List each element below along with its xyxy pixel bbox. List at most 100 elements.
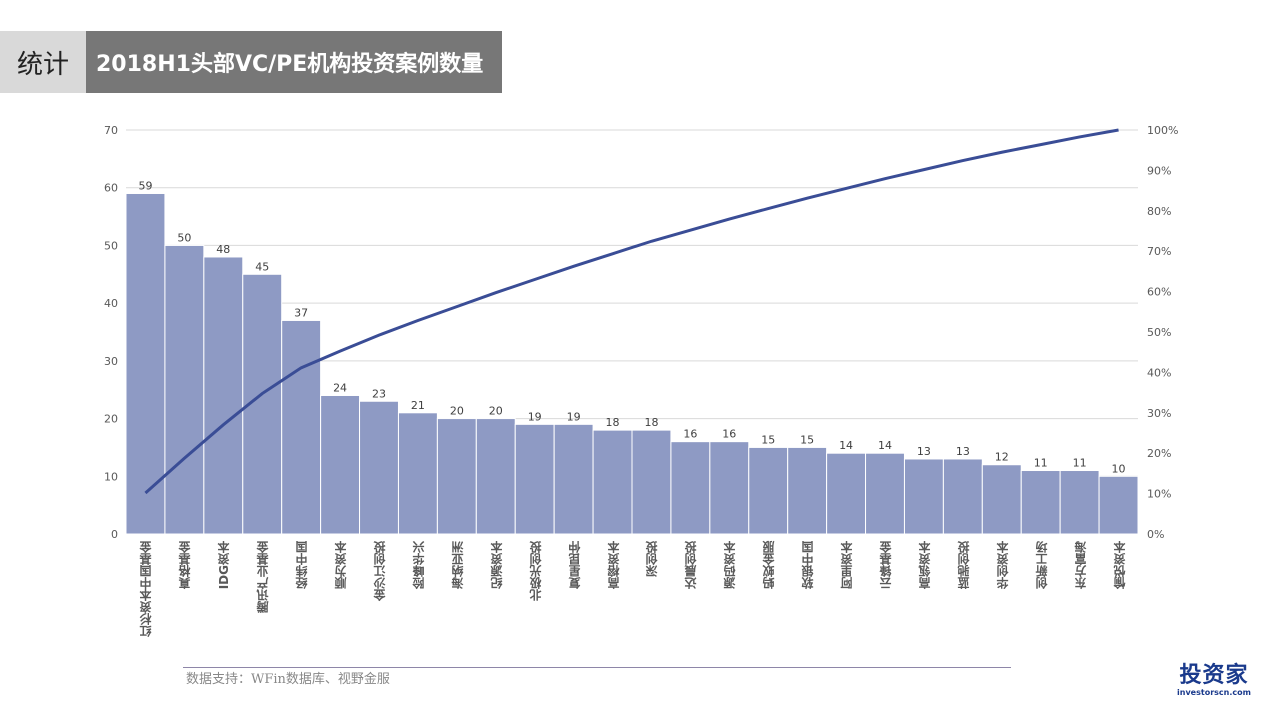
x-tick-label: 源码资本 [723,541,738,589]
section-label: 统计 [0,31,86,93]
x-tick-label: 红杉资本中国基金 [139,541,154,637]
cumulative-line [144,128,1119,495]
y-tick-label: 40 [104,297,118,310]
data-label: 19 [528,410,542,423]
data-label: 16 [683,428,697,441]
y2-tick-label: 10% [1147,488,1171,501]
y2-tick-label: 80% [1147,205,1171,218]
bar [359,400,399,535]
data-label: 20 [489,405,503,418]
data-label: 14 [878,439,892,452]
bar [281,319,322,535]
data-label: 15 [761,433,775,446]
bar [164,244,205,535]
bar [865,452,905,535]
data-label: 23 [372,387,386,400]
bar [1059,470,1100,535]
bar [592,429,633,535]
y2-tick-label: 0% [1147,528,1164,541]
y2-tick-label: 90% [1147,164,1171,177]
data-label: 24 [333,381,347,394]
bar [903,458,944,535]
bar [748,446,789,535]
bar [942,458,983,535]
data-label: 21 [411,399,425,412]
bar [1098,475,1139,535]
bar [787,446,828,535]
logo-url: investorscn.com [1177,688,1251,697]
bar [826,452,867,535]
y-tick-label: 10 [104,470,118,483]
bar [320,394,361,535]
x-tick-label: 愉悦资本 [1112,541,1127,589]
bar [397,412,438,535]
bar [125,192,166,535]
x-tick-label: 真格基金 [178,541,193,589]
x-tick-label: 纪源资本 [489,541,504,589]
bar [670,441,711,535]
x-tick-label: 高榕资本 [606,541,621,589]
bar [436,418,477,535]
y-tick-label: 20 [104,413,118,426]
y-tick-label: 30 [104,355,118,368]
x-tick-label: 腾讯产业基金 [256,541,271,613]
x-tick-label: 蚂蚁金服 [762,541,777,589]
x-tick-label: 云锋基金 [879,541,893,589]
data-label: 48 [216,243,230,256]
data-label: 11 [1073,457,1087,470]
data-label: 18 [606,416,620,429]
x-tick-label: 蓝驰创投 [956,541,971,589]
y2-tick-label: 70% [1147,245,1171,258]
bar [475,418,516,535]
data-label: 13 [917,445,931,458]
bar [514,423,555,535]
data-label: 11 [1034,457,1048,470]
y-tick-label: 60 [104,182,118,195]
logo: 投资家 investorscn.com [1172,663,1256,698]
data-label: 16 [722,428,736,441]
y2-tick-label: 60% [1147,286,1171,299]
data-label: 50 [177,231,191,244]
y2-tick-label: 20% [1147,447,1171,460]
data-label: 14 [839,439,853,452]
logo-text: 投资家 [1179,663,1249,688]
x-tick-label: 险峰华兴 [411,541,426,589]
y2-tick-label: 100% [1147,124,1178,137]
x-tick-label: 金沙江创投 [373,541,387,601]
data-label: 15 [800,433,814,446]
x-tick-label: IDG资本 [217,541,232,590]
x-tick-label: 达晨创投 [684,541,699,589]
x-tick-label: 阿里资本 [840,541,855,589]
page-title: 2018H1头部VC/PE机构投资案例数量 [86,31,502,93]
bar [709,441,750,535]
y2-tick-label: 40% [1147,366,1171,379]
x-tick-label: 顺为资本 [334,541,349,589]
y-tick-label: 70 [104,124,118,137]
data-source: 数据支持：WFin数据库、视野金服 [186,672,390,687]
data-label: 10 [1112,462,1126,475]
x-tick-label: 东方富海 [1073,541,1088,589]
x-tick-label: 北极光创投 [528,541,543,601]
x-tick-label: 经纬中国 [295,541,310,589]
y-tick-label: 50 [104,239,118,252]
data-label: 59 [138,179,152,192]
x-tick-label: 华创资本 [995,541,1010,589]
bar [203,256,244,535]
x-tick-label: 深创投 [645,541,660,577]
y2-tick-label: 30% [1147,407,1171,420]
y-tick-label: 0 [111,528,118,541]
divider [183,667,1011,668]
data-label: 13 [956,445,970,458]
bar [553,423,594,535]
bar [981,464,1022,535]
bar [1020,470,1061,535]
bar [631,429,672,535]
x-tick-label: 高瓴资本 [917,541,932,589]
x-tick-label: 复星昆仲 [567,541,582,589]
data-label: 37 [294,306,308,319]
data-label: 12 [995,451,1009,464]
data-label: 19 [567,410,581,423]
x-tick-label: 软银中国 [801,541,816,589]
x-tick-label: 海纳亚洲 [450,541,465,589]
